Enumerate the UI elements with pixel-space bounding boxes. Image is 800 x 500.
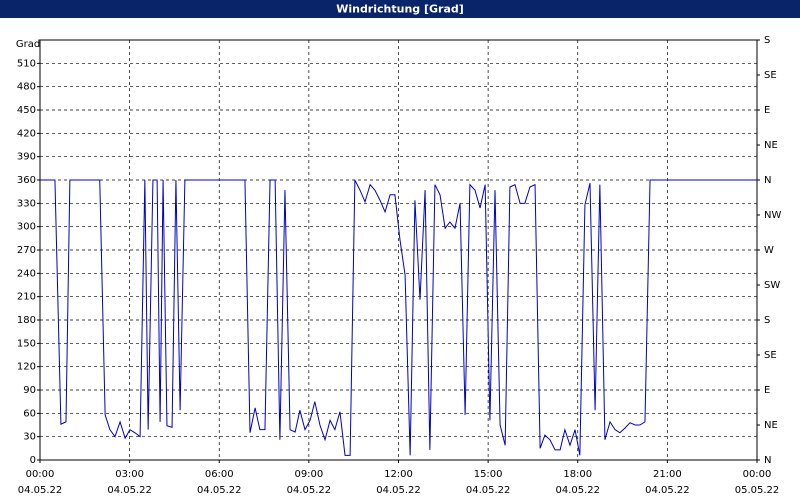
y2-tick-label: NE [764, 420, 778, 431]
x-tick-date: 04.05.22 [197, 485, 242, 496]
x-tick-label: 18:00 [563, 469, 592, 480]
data-line [40, 179, 757, 456]
x-tick-date: 04.05.22 [376, 485, 421, 496]
x-tick-date: 04.05.22 [107, 485, 152, 496]
y-tick-label: 360 [17, 175, 36, 186]
y-tick-label: 180 [17, 315, 36, 326]
x-tick-date: 05.05.22 [735, 485, 780, 496]
y2-tick-label: S [764, 35, 770, 46]
x-tick-label: 21:00 [653, 469, 682, 480]
y-tick-label: 390 [17, 152, 36, 163]
y-tick-label: 420 [17, 128, 36, 139]
y-tick-label: 240 [17, 268, 36, 279]
y-tick-label: 300 [17, 222, 36, 233]
y-tick-label: 480 [17, 82, 36, 93]
y-tick-label: 120 [17, 362, 36, 373]
chart-title: Windrichtung [Grad] [336, 3, 464, 16]
y2-tick-label: SE [764, 350, 777, 361]
y2-tick-label: SW [764, 280, 780, 291]
x-tick-label: 15:00 [474, 469, 503, 480]
y2-tick-label: N [764, 455, 771, 466]
x-tick-date: 04.05.22 [555, 485, 600, 496]
y-tick-label: 450 [17, 105, 36, 116]
y-tick-label: 510 [17, 58, 36, 69]
x-tick-label: 06:00 [205, 469, 234, 480]
y-tick-label: 210 [17, 292, 36, 303]
x-tick-label: 00:00 [743, 469, 772, 480]
y-tick-label: 330 [17, 198, 36, 209]
x-tick-date: 04.05.22 [287, 485, 332, 496]
y-tick-label: 150 [17, 338, 36, 349]
y2-tick-label: W [764, 245, 774, 256]
x-tick-date: 04.05.22 [466, 485, 511, 496]
y2-tick-label: N [764, 175, 771, 186]
y-tick-label: 0 [30, 455, 36, 466]
y-tick-label: 60 [23, 408, 36, 419]
x-tick-label: 00:00 [26, 469, 55, 480]
y-tick-label: 270 [17, 245, 36, 256]
x-tick-label: 09:00 [294, 469, 323, 480]
y2-tick-label: SE [764, 70, 777, 81]
x-tick-label: 03:00 [115, 469, 144, 480]
y-tick-label: 90 [23, 385, 36, 396]
plot-border [39, 39, 758, 461]
y2-tick-label: NW [764, 210, 781, 221]
x-tick-date: 04.05.22 [18, 485, 63, 496]
title-bar [0, 0, 800, 18]
x-tick-label: 12:00 [384, 469, 413, 480]
x-tick-date: 04.05.22 [645, 485, 690, 496]
y2-tick-label: S [764, 315, 770, 326]
y2-tick-label: NE [764, 140, 778, 151]
y-tick-label: 30 [23, 432, 36, 443]
y2-tick-label: E [764, 105, 770, 116]
y2-tick-label: E [764, 385, 770, 396]
y-axis-label: Grad [16, 39, 40, 50]
